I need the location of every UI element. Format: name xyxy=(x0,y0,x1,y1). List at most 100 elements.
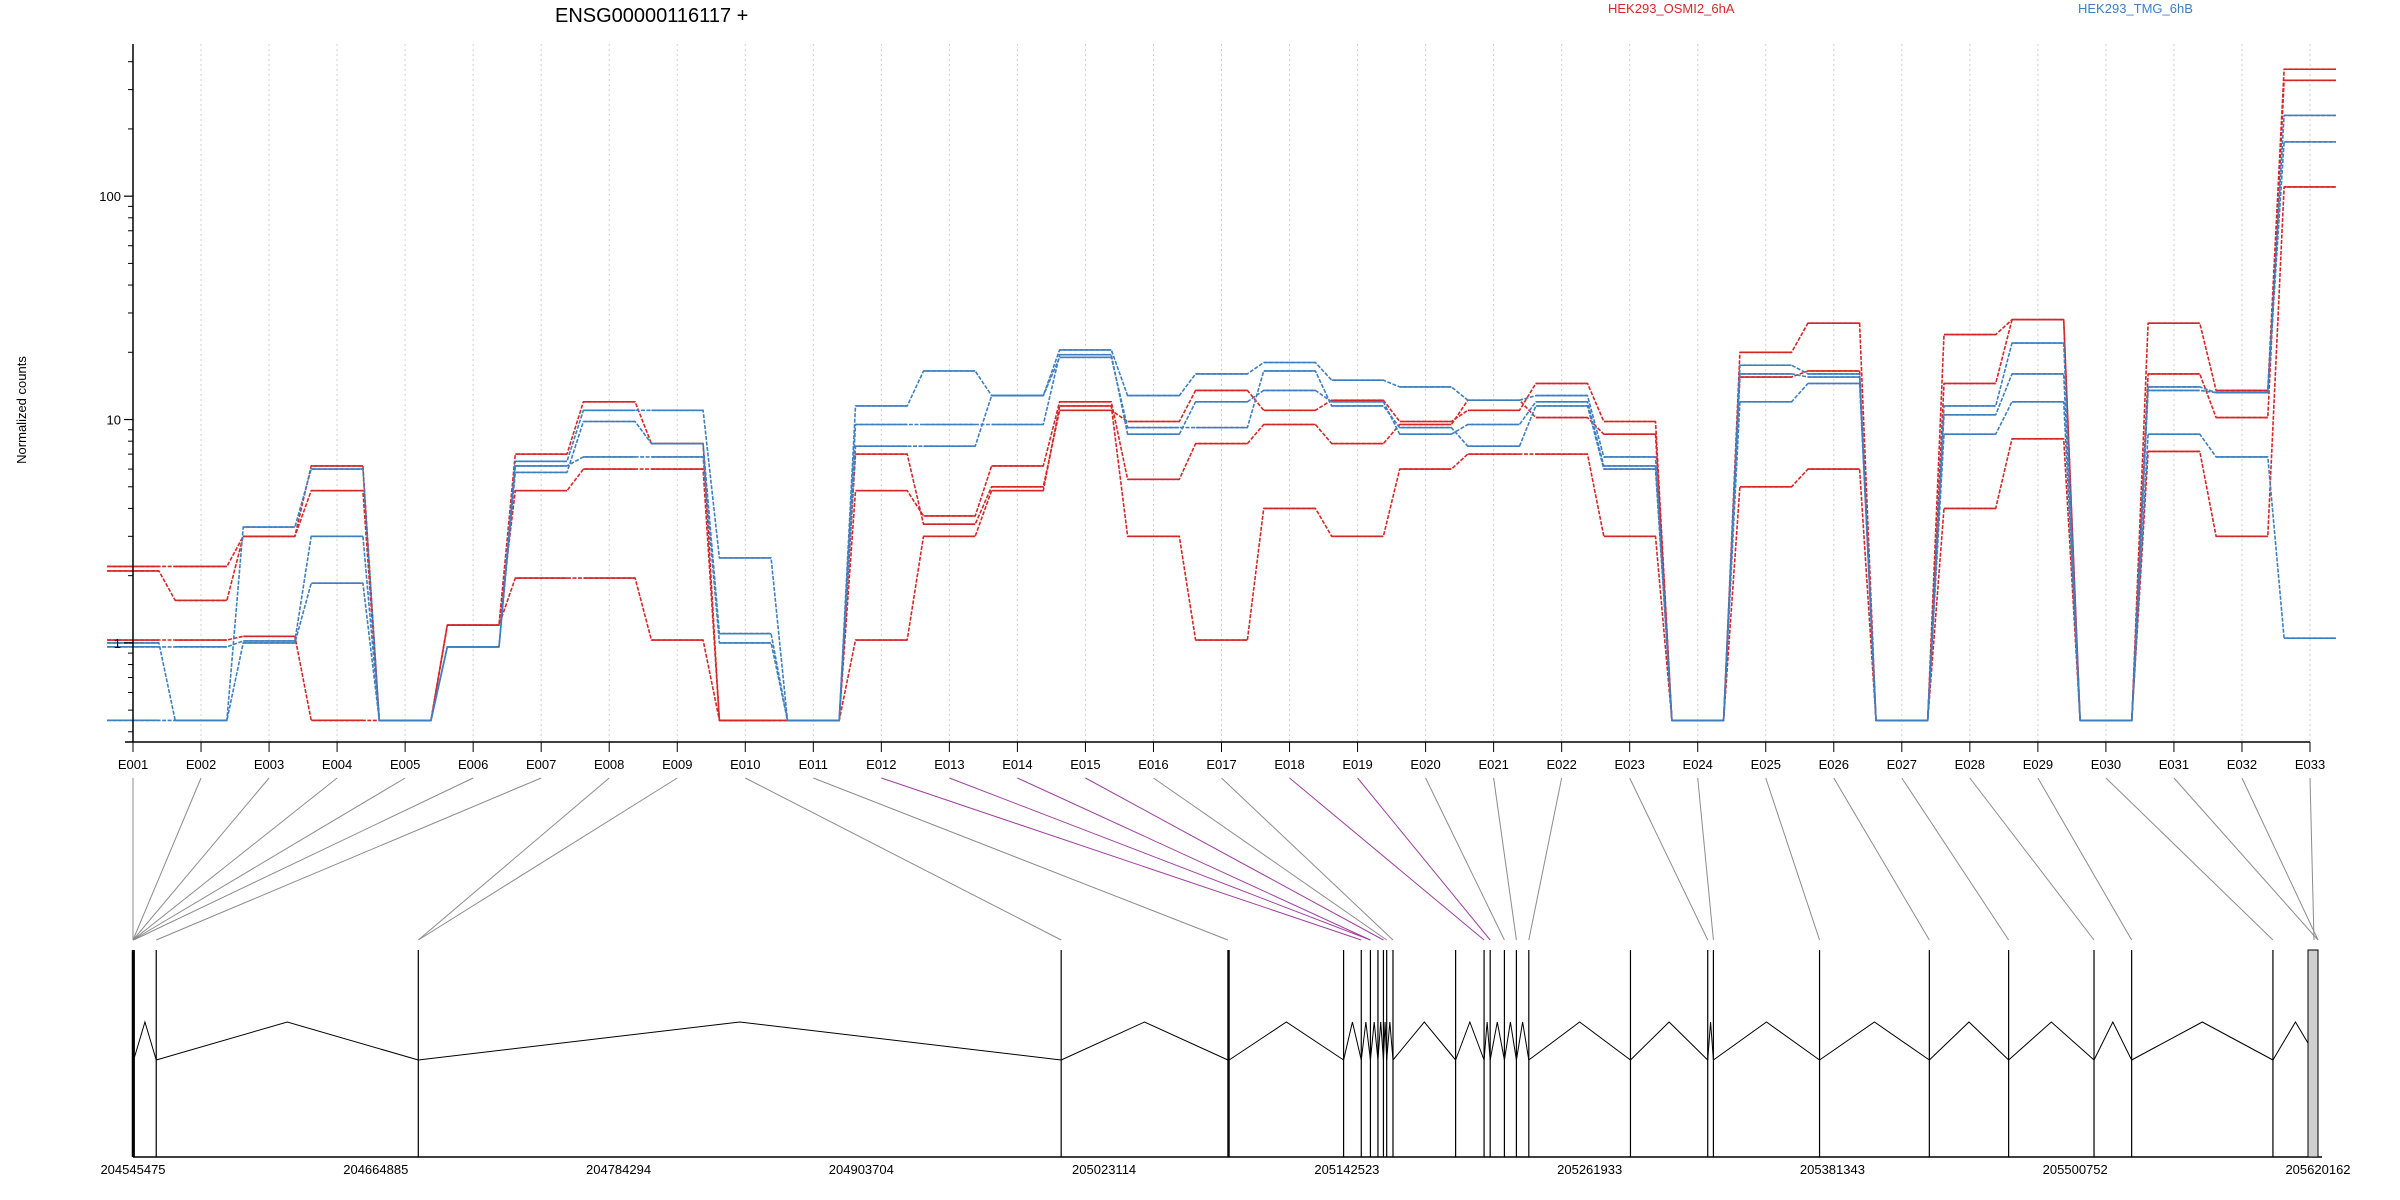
x-tick-label-E009: E009 xyxy=(662,757,692,772)
intron-connector xyxy=(1928,1021,2009,1061)
x-tick-label-E022: E022 xyxy=(1546,757,1576,772)
x-tick-label-E021: E021 xyxy=(1478,757,1508,772)
link-line-E029 xyxy=(2037,777,2133,941)
genome-tick-label-6: 205142523 xyxy=(1314,1162,1379,1177)
intron-connector xyxy=(1060,1021,1229,1061)
link-line-E028 xyxy=(1969,777,2095,941)
intron-connector xyxy=(2131,1021,2274,1061)
intron-connector xyxy=(1707,1021,1714,1061)
x-tick-label-E019: E019 xyxy=(1342,757,1372,772)
intron-connector xyxy=(156,1021,419,1061)
x-tick-label-E017: E017 xyxy=(1206,757,1236,772)
link-line-E027 xyxy=(1901,777,2010,941)
link-line-E013 xyxy=(949,777,1371,941)
legend-entry-tmg: HEK293_TMG_6hB xyxy=(2078,1,2193,16)
intron-connector xyxy=(1819,1021,1930,1061)
x-tick-label-E033: E033 xyxy=(2295,757,2325,772)
x-tick-label-E007: E007 xyxy=(526,757,556,772)
x-tick-label-E010: E010 xyxy=(730,757,760,772)
legend-entry-osmi2: HEK293_OSMI2_6hA xyxy=(1608,1,1735,16)
intron-connector xyxy=(1392,1021,1457,1061)
link-line-E016 xyxy=(1153,777,1387,941)
link-line-E030 xyxy=(2105,777,2274,941)
intron-connector xyxy=(2093,1020,2133,1061)
x-tick-label-E016: E016 xyxy=(1138,757,1168,772)
link-line-E002 xyxy=(132,777,202,941)
x-tick-label-E024: E024 xyxy=(1683,757,1713,772)
link-line-E014 xyxy=(1017,777,1371,941)
genome-tick-label-10: 205620162 xyxy=(2285,1162,2350,1177)
x-tick-label-E001: E001 xyxy=(118,757,148,772)
genome-tick-label-3: 204784294 xyxy=(586,1162,651,1177)
exon-block-last xyxy=(2307,949,2319,1158)
genome-tick-label-7: 205261933 xyxy=(1557,1162,1622,1177)
link-line-E032 xyxy=(2241,777,2319,941)
link-line-E022 xyxy=(1528,777,1563,941)
x-tick-label-E006: E006 xyxy=(458,757,488,772)
intron-connector xyxy=(1515,1021,1530,1061)
intron-connector xyxy=(1228,1021,1344,1061)
intron-connector xyxy=(1455,1020,1485,1061)
x-tick-label-E003: E003 xyxy=(254,757,284,772)
series-lines xyxy=(107,68,2336,722)
intron-connector xyxy=(1343,1021,1362,1061)
intron-connector xyxy=(1377,1021,1384,1061)
x-tick-label-E032: E032 xyxy=(2227,757,2257,772)
link-line-E006 xyxy=(133,777,474,941)
x-tick-label-E026: E026 xyxy=(1819,757,1849,772)
genome-tick-label-1: 204545475 xyxy=(100,1162,165,1177)
x-tick-label-E011: E011 xyxy=(799,757,828,772)
x-tick-label-E027: E027 xyxy=(1887,757,1917,772)
intron-connector xyxy=(1386,1021,1394,1061)
genome-tick-label-4: 204903704 xyxy=(829,1162,894,1177)
x-tick-label-E029: E029 xyxy=(2023,757,2053,772)
x-tick-label-E013: E013 xyxy=(934,757,964,772)
link-line-E008 xyxy=(417,777,610,941)
link-line-E009 xyxy=(418,777,678,941)
genome-tick-label-5: 205023114 xyxy=(1072,1162,1136,1177)
x-tick-label-E023: E023 xyxy=(1615,757,1645,772)
x-tick-label-E008: E008 xyxy=(594,757,624,772)
x-tick-label-E012: E012 xyxy=(866,757,896,772)
intron-connector xyxy=(1503,1021,1517,1061)
link-line-E024 xyxy=(1697,777,1714,941)
x-tick-label-E005: E005 xyxy=(390,757,420,772)
x-tick-label-E031: E031 xyxy=(2159,757,2189,772)
link-line-E033 xyxy=(2309,777,2315,941)
intron-connector xyxy=(1369,1021,1379,1061)
link-line-E010 xyxy=(745,777,1062,941)
link-line-E026 xyxy=(1833,777,1930,941)
intron-connector xyxy=(1713,1021,1820,1061)
link-line-E005 xyxy=(132,777,406,941)
link-line-E015 xyxy=(1085,777,1384,941)
genome-tick-label-2: 204664885 xyxy=(343,1162,408,1177)
x-tick-label-E028: E028 xyxy=(1955,757,1985,772)
x-tick-label-E004: E004 xyxy=(322,757,352,772)
x-tick-label-E014: E014 xyxy=(1002,757,1032,772)
axes: 1 10 100 E001 E002 E003 E004 E005 E006 E007 E008 E0… xyxy=(99,44,2325,772)
y-tick-label-10: 10 xyxy=(107,413,121,428)
link-line-E011 xyxy=(813,777,1229,941)
link-line-E019 xyxy=(1357,777,1491,941)
link-line-E012 xyxy=(881,777,1362,941)
x-tick-label-E025: E025 xyxy=(1751,757,1781,772)
x-tick-label-E020: E020 xyxy=(1410,757,1440,772)
gridlines xyxy=(132,44,2311,742)
y-tick-label-1: 1 xyxy=(114,636,121,651)
y-tick-label-100: 100 xyxy=(99,189,121,204)
genome-tick-label-9: 205500752 xyxy=(2043,1162,2108,1177)
link-line-E025 xyxy=(1765,777,1821,941)
x-tick-label-E030: E030 xyxy=(2091,757,2121,772)
chart-title: ENSG00000116117 + xyxy=(555,5,748,27)
gene-model: 204545475 204664885 204784294 204903704 2050… xyxy=(100,949,2351,1177)
link-line-E031 xyxy=(2173,777,2319,941)
x-tick-label-E002: E002 xyxy=(186,757,216,772)
intron-connector xyxy=(1630,1021,1709,1061)
link-line-E017 xyxy=(1221,777,1394,941)
genome-tick-label-8: 205381343 xyxy=(1800,1162,1865,1177)
link-line-E021 xyxy=(1493,777,1517,941)
link-line-E018 xyxy=(1289,777,1485,941)
intron-connector xyxy=(418,1021,1062,1061)
link-line-E003 xyxy=(132,777,270,941)
intron-connector xyxy=(1528,1021,1631,1061)
